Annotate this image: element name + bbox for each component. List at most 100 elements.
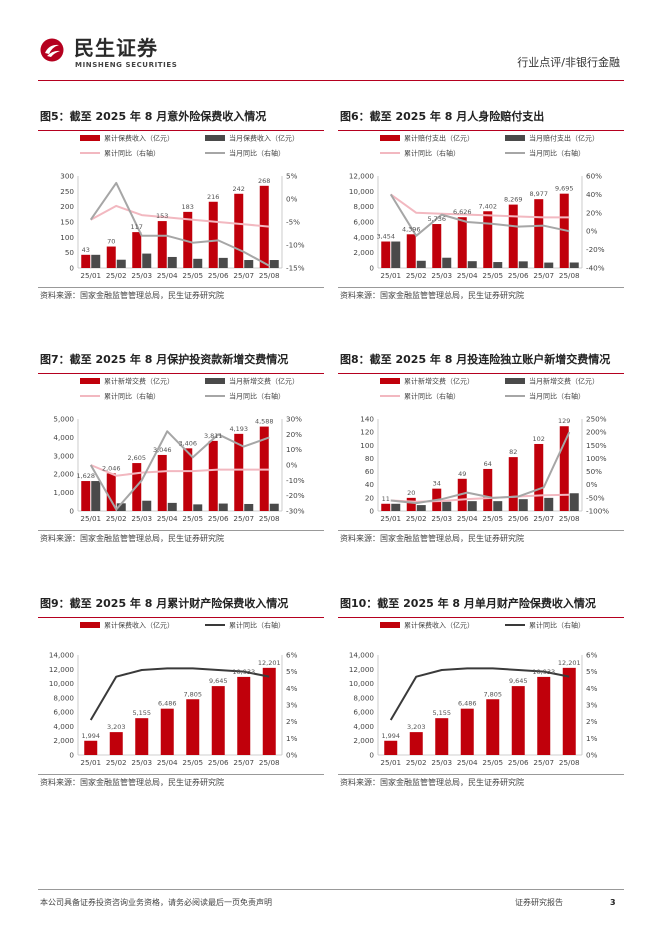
right-tick-label: 0% xyxy=(286,461,298,470)
x-tick-label: 25/03 xyxy=(431,514,452,523)
bar-value-label: 64 xyxy=(484,460,492,468)
bar-value-label: 117 xyxy=(131,223,143,231)
monthly-bar xyxy=(218,503,228,511)
legend-cum-yoy: 累计同比（右轴） xyxy=(229,621,285,630)
source-rule xyxy=(38,287,324,288)
left-tick-label: 2,000 xyxy=(53,470,74,479)
title-rule xyxy=(38,130,324,131)
right-tick-label: 5% xyxy=(586,667,598,676)
monthly-bar xyxy=(91,481,101,511)
figure-10-panel: 图10：截至 2025 年 8 月单月财产险保费收入情况 累计保费收入（亿元）累… xyxy=(338,597,624,807)
left-tick-label: 10,000 xyxy=(49,679,75,688)
month-yoy-line xyxy=(89,430,270,511)
bar-value-label: 12,201 xyxy=(258,659,281,667)
right-tick-label: 20% xyxy=(586,208,602,217)
monthly-bar xyxy=(167,256,177,268)
right-tick-label: 0% xyxy=(586,227,598,236)
cumulative-bar xyxy=(157,221,167,268)
bar-value-label: 49 xyxy=(458,470,466,478)
right-tick-label: 10% xyxy=(286,445,302,454)
bar-value-label: 3,811 xyxy=(204,432,223,440)
figure-source: 资料来源：国家金融监管管理总局，民生证券研究院 xyxy=(340,291,524,300)
right-tick-label: 3% xyxy=(286,701,298,710)
cumulative-bar xyxy=(135,718,149,755)
monthly-bar xyxy=(142,500,152,511)
right-tick-label: 200% xyxy=(586,428,607,437)
right-tick-label: -100% xyxy=(586,507,609,516)
bar-value-label: 70 xyxy=(107,238,115,246)
monthly-bar xyxy=(493,262,503,268)
x-tick-label: 25/03 xyxy=(431,758,452,767)
legend-month-yoy: 当月同比（右轴） xyxy=(229,149,285,158)
left-tick-label: 8,000 xyxy=(353,693,374,702)
x-tick-label: 25/08 xyxy=(259,758,280,767)
bar-value-label: 43 xyxy=(82,246,90,254)
x-tick-label: 25/01 xyxy=(380,514,401,523)
figure-8-panel: 图8：截至 2025 年 8 月投连险独立账户新增交费情况 累计新增交费（亿元）… xyxy=(338,353,624,563)
legend-cum-yoy: 累计同比（右轴） xyxy=(404,392,460,401)
x-tick-label: 25/06 xyxy=(508,514,529,523)
left-tick-label: 12,000 xyxy=(349,172,375,181)
right-tick-label: -50% xyxy=(586,493,605,502)
x-tick-label: 25/02 xyxy=(106,758,127,767)
bar-value-label: 9,695 xyxy=(555,185,574,193)
figure-title: 图5：截至 2025 年 8 月意外险保费收入情况 xyxy=(40,110,267,123)
legend-monthly: 当月赔付支出（亿元） xyxy=(529,134,599,143)
cumulative-bar xyxy=(81,481,91,511)
bar-value-label: 10,933 xyxy=(232,668,255,676)
right-tick-label: 40% xyxy=(586,190,602,199)
figure-title: 图9：截至 2025 年 8 月累计财产险保费收入情况 xyxy=(40,597,289,610)
monthly-bar xyxy=(116,503,126,511)
monthly-bar xyxy=(569,262,579,268)
left-tick-label: 0 xyxy=(69,751,74,760)
cumulative-bar xyxy=(262,667,276,755)
left-tick-label: 250 xyxy=(60,187,74,196)
monthly-bar xyxy=(391,241,401,268)
legend-cumulative-swatch xyxy=(80,135,100,141)
legend-monthly: 当月新增交费（亿元） xyxy=(529,377,599,386)
x-tick-label: 25/06 xyxy=(208,271,229,280)
legend-cumulative-swatch xyxy=(80,622,100,628)
legend-monthly-swatch xyxy=(505,135,525,141)
bar-value-label: 20 xyxy=(407,489,415,497)
title-rule xyxy=(338,617,624,618)
bar-value-label: 6,486 xyxy=(158,700,177,708)
monthly-bar xyxy=(142,253,152,268)
legend-cumulative-swatch xyxy=(380,622,400,628)
footer-disclaimer: 本公司具备证券投资咨询业务资格，请务必阅读最后一页免责声明 xyxy=(40,898,272,907)
x-tick-label: 25/04 xyxy=(157,758,178,767)
figure-source: 资料来源：国家金融监管管理总局，民生证券研究院 xyxy=(40,778,224,787)
cumulative-bar xyxy=(406,234,416,268)
legend-monthly: 当月新增交费（亿元） xyxy=(229,377,299,386)
left-tick-label: 1,000 xyxy=(53,488,74,497)
right-tick-label: -10% xyxy=(286,476,305,485)
legend-month-yoy: 当月同比（右轴） xyxy=(529,392,585,401)
monthly-bar xyxy=(269,503,279,511)
bar-value-label: 4,396 xyxy=(402,225,421,233)
monthly-bar xyxy=(218,257,228,268)
cumulative-bar xyxy=(409,732,423,755)
x-tick-label: 25/01 xyxy=(80,758,101,767)
brand-name-en: MINSHENG SECURITIES xyxy=(75,61,178,69)
monthly-bar xyxy=(544,497,554,511)
right-tick-label: 30% xyxy=(286,415,302,424)
legend-cum-yoy: 累计同比（右轴） xyxy=(529,621,585,630)
bar-value-label: 7,805 xyxy=(183,690,202,698)
title-rule xyxy=(338,373,624,374)
right-tick-label: 3% xyxy=(586,701,598,710)
monthly-bar xyxy=(193,504,203,511)
monthly-bar xyxy=(442,501,452,511)
figure-source: 资料来源：国家金融监管管理总局，民生证券研究院 xyxy=(40,291,224,300)
figure-title: 图8：截至 2025 年 8 月投连险独立账户新增交费情况 xyxy=(340,353,611,366)
left-tick-label: 3,000 xyxy=(53,451,74,460)
left-tick-label: 4,000 xyxy=(353,722,374,731)
cumulative-bar xyxy=(381,241,391,268)
figure-10-chart: 累计保费收入（亿元） 累计同比（右轴） 0 2,000 4,000 6,000 8,000 1… xyxy=(349,621,598,768)
x-tick-label: 25/02 xyxy=(406,271,427,280)
x-tick-label: 25/01 xyxy=(80,514,101,523)
legend-month-yoy: 当月同比（右轴） xyxy=(529,149,585,158)
bar-value-label: 7,805 xyxy=(483,690,502,698)
cum-yoy-line xyxy=(389,667,570,721)
title-rule xyxy=(38,373,324,374)
right-tick-label: 2% xyxy=(286,717,298,726)
